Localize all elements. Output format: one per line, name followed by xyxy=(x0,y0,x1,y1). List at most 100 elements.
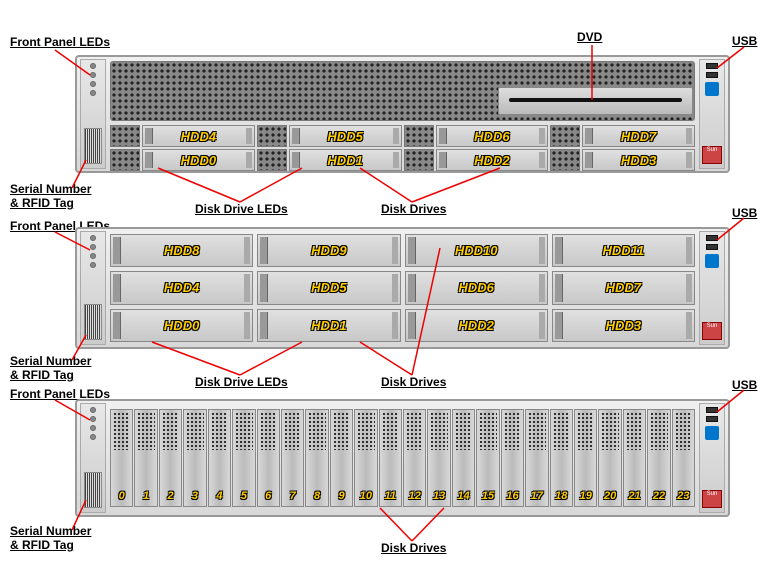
drive-label: HDD3 xyxy=(621,153,656,168)
drive-bay: HDD4 xyxy=(142,125,255,147)
label-disk-drives-1: Disk Drives xyxy=(381,202,446,216)
drive-row: HDD4 HDD5 HDD6 HDD7 xyxy=(110,125,695,147)
usb-port-icon xyxy=(706,235,718,241)
drive-bay-vertical: 19 xyxy=(574,409,597,507)
drive-bay: HDD4 xyxy=(110,271,253,304)
vent-block-icon xyxy=(257,125,287,147)
intel-logo-icon xyxy=(705,82,719,96)
drive-bay-vertical: 7 xyxy=(281,409,304,507)
drive-bay-vertical: 8 xyxy=(305,409,328,507)
drive-bay-vertical: 4 xyxy=(208,409,231,507)
drive-label: HDD7 xyxy=(606,280,641,295)
drive-row: HDD0 HDD1 HDD2 HDD3 xyxy=(110,149,695,171)
drive-label: HDD5 xyxy=(327,129,362,144)
front-led-panel-2 xyxy=(80,231,106,345)
drive-bay-vertical: 13 xyxy=(427,409,450,507)
vent-block-icon xyxy=(550,149,580,171)
drive-bay-vertical: 17 xyxy=(525,409,548,507)
drive-bay: HDD10 xyxy=(405,234,548,267)
drive-bay-vertical: 9 xyxy=(330,409,353,507)
drive-bay: HDD3 xyxy=(552,309,695,342)
drive-label: 16 xyxy=(506,490,518,502)
label-usb-1: USB xyxy=(732,34,757,48)
label-usb-2: USB xyxy=(732,206,757,220)
drive-label: 9 xyxy=(338,490,344,502)
drive-bay-vertical: 1 xyxy=(134,409,157,507)
label-serial-rfid-2: Serial Number & RFID Tag xyxy=(10,354,91,382)
drive-label: HDD3 xyxy=(606,318,641,333)
label-disk-drive-leds-1: Disk Drive LEDs xyxy=(195,202,288,216)
drive-bay: HDD5 xyxy=(289,125,402,147)
drive-label: HDD11 xyxy=(603,243,645,258)
drive-bay: HDD7 xyxy=(552,271,695,304)
front-led-panel-1 xyxy=(80,59,106,169)
drive-bay: HDD8 xyxy=(110,234,253,267)
vent-block-icon xyxy=(257,149,287,171)
drive-label: 12 xyxy=(409,490,421,502)
drive-label: 17 xyxy=(531,490,543,502)
vent-block-icon xyxy=(110,149,140,171)
drive-bay: HDD5 xyxy=(257,271,400,304)
label-front-panel-leds-1: Front Panel LEDs xyxy=(10,35,110,49)
drive-bay-vertical: 6 xyxy=(257,409,280,507)
drive-bay: HDD11 xyxy=(552,234,695,267)
intel-logo-icon xyxy=(705,426,719,440)
right-io-panel-3: Sun xyxy=(699,403,725,513)
drive-bay: HDD9 xyxy=(257,234,400,267)
dvd-drive xyxy=(498,87,693,115)
rfid-tag-2 xyxy=(84,304,102,340)
drive-label: 20 xyxy=(604,490,616,502)
label-dvd: DVD xyxy=(577,30,602,44)
drive-bay-vertical: 20 xyxy=(598,409,621,507)
drive-label: 19 xyxy=(580,490,592,502)
drive-bay-vertical: 3 xyxy=(183,409,206,507)
rfid-tag-3 xyxy=(84,472,102,508)
drive-label: 21 xyxy=(628,490,640,502)
drive-label: HDD4 xyxy=(164,280,199,295)
drive-label: 2 xyxy=(167,490,173,502)
drive-bay: HDD1 xyxy=(257,309,400,342)
usb-port-icon xyxy=(706,407,718,413)
sun-oracle-badge: Sun xyxy=(702,490,722,508)
drive-bay-grid-3: 01234567891011121314151617181920212223 xyxy=(110,409,695,507)
drive-label: 22 xyxy=(653,490,665,502)
label-usb-3: USB xyxy=(732,378,757,392)
drive-label: 4 xyxy=(216,490,222,502)
drive-label: 1 xyxy=(143,490,149,502)
drive-label: 11 xyxy=(385,490,396,502)
drive-label: HDD10 xyxy=(455,243,498,258)
drive-label: HDD1 xyxy=(327,153,362,168)
drive-bay: HDD6 xyxy=(436,125,549,147)
drive-label: 8 xyxy=(314,490,320,502)
drive-row: HDD0 HDD1 HDD2 HDD3 xyxy=(110,309,695,342)
drive-label: HDD6 xyxy=(474,129,509,144)
drive-label: 5 xyxy=(241,490,247,502)
usb-port-icon xyxy=(706,63,718,69)
drive-bay-grid-1: HDD4 HDD5 HDD6 HDD7 HDD0 HDD1 HDD2 HDD3 xyxy=(110,125,695,171)
drive-label: HDD2 xyxy=(458,318,493,333)
front-led-panel-3 xyxy=(80,403,106,513)
vent-block-icon xyxy=(404,125,434,147)
server-chassis-2: Sun HDD8HDD9HDD10HDD11HDD4HDD5HDD6HDD7HD… xyxy=(75,227,730,349)
sun-oracle-badge: Sun xyxy=(702,322,722,340)
vent-block-icon xyxy=(404,149,434,171)
drive-label: 3 xyxy=(192,490,198,502)
label-serial-rfid-3: Serial Number & RFID Tag xyxy=(10,524,91,552)
drive-label: 14 xyxy=(457,490,469,502)
intel-logo-icon xyxy=(705,254,719,268)
drive-label: HDD0 xyxy=(164,318,199,333)
drive-bay: HDD0 xyxy=(110,309,253,342)
drive-label: 7 xyxy=(290,490,296,502)
label-serial-rfid-1: Serial Number & RFID Tag xyxy=(10,182,91,210)
usb-port-icon xyxy=(706,72,718,78)
drive-label: HDD8 xyxy=(164,243,199,258)
drive-label: HDD0 xyxy=(181,153,216,168)
usb-port-icon xyxy=(706,416,718,422)
vent-block-icon xyxy=(110,125,140,147)
drive-bay: HDD6 xyxy=(405,271,548,304)
drive-row: HDD4 HDD5HDD6 HDD7 xyxy=(110,271,695,304)
vent-block-icon xyxy=(550,125,580,147)
drive-bay: HDD1 xyxy=(289,149,402,171)
drive-bay-vertical: 11 xyxy=(379,409,402,507)
drive-bay-vertical: 15 xyxy=(476,409,499,507)
